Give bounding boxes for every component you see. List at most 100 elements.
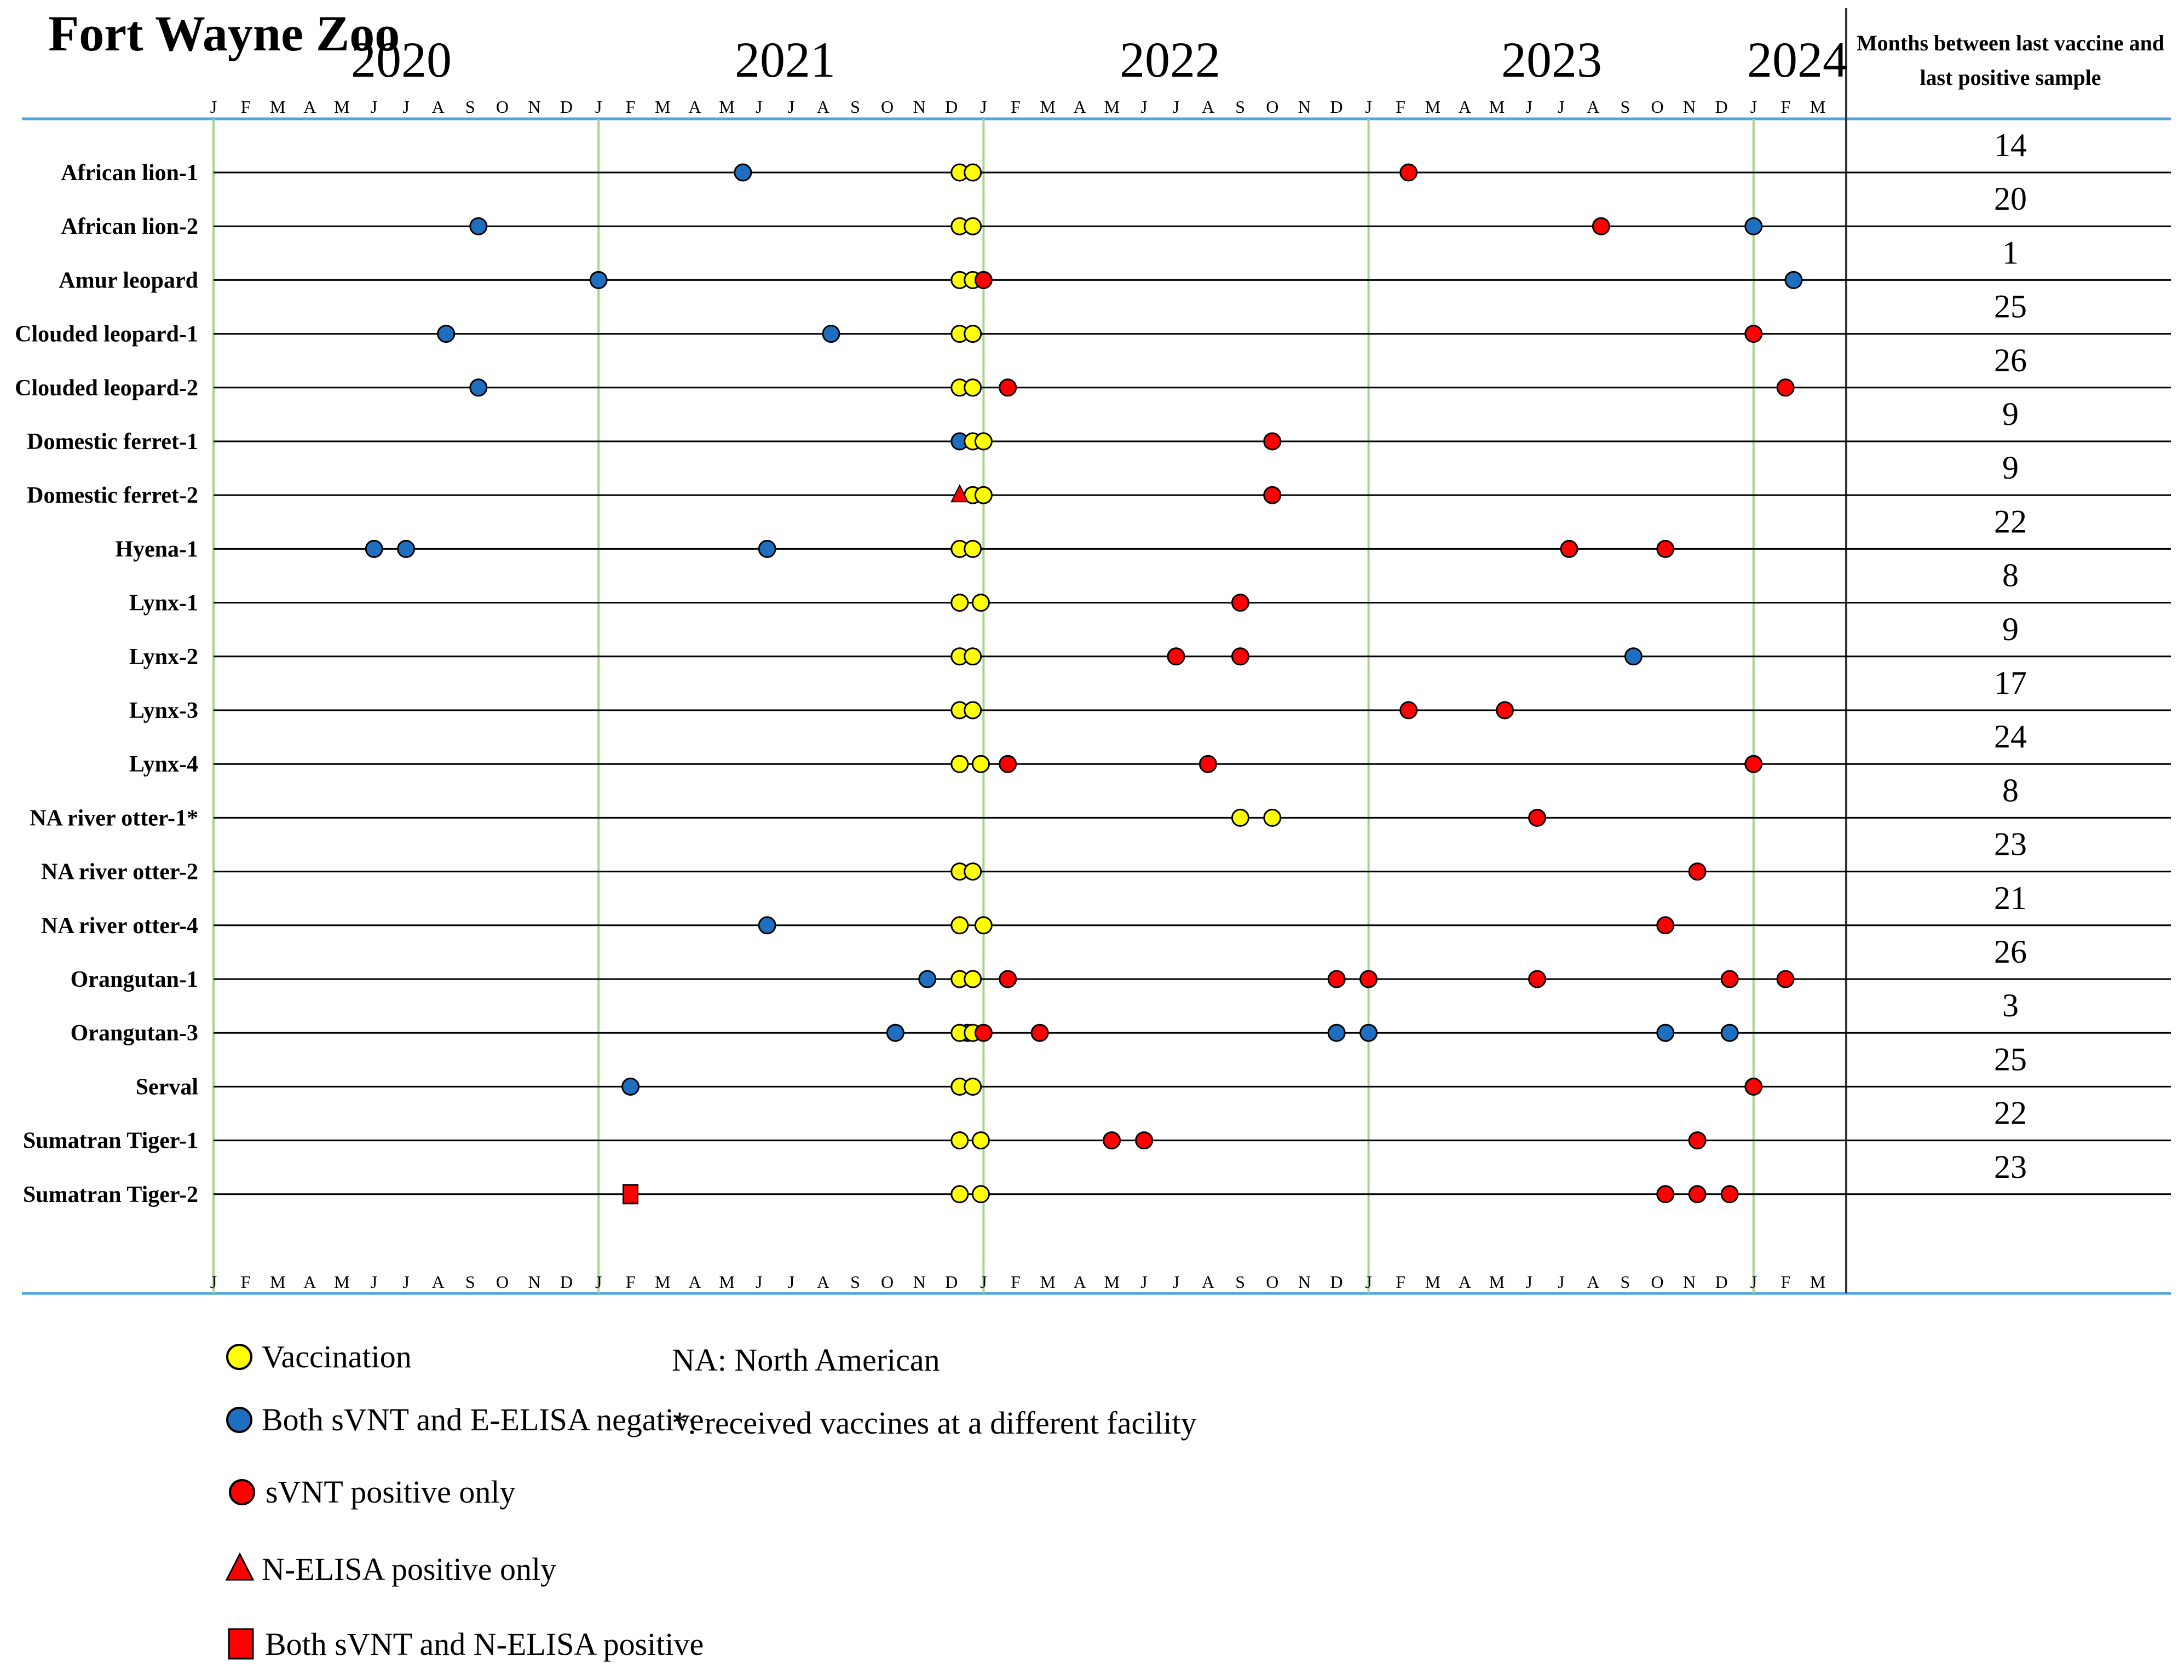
vaccination-marker	[950, 755, 969, 773]
svnt-positive-marker	[974, 1023, 993, 1042]
svnt-positive-marker	[1656, 539, 1675, 558]
year-label-2020: 2020	[351, 32, 452, 88]
negative-marker	[365, 539, 383, 558]
negative-marker	[822, 325, 840, 343]
vaccination-marker	[971, 1131, 990, 1150]
svnt-positive-marker	[1744, 755, 1763, 773]
month-tick-bottom-43: A	[1587, 1272, 1599, 1292]
month-tick-bottom-19: A	[817, 1272, 829, 1292]
month-tick-bottom-5: J	[371, 1272, 377, 1292]
animal-label: Orangutan-1	[71, 967, 198, 992]
year-label-2024: 2024	[1747, 32, 1848, 88]
month-tick-bottom-32: S	[1235, 1272, 1245, 1292]
vaccination-marker	[971, 1185, 990, 1204]
vaccination-marker	[974, 916, 993, 935]
month-tick-top-37: F	[1396, 97, 1405, 117]
svnt-positive-marker	[1656, 1185, 1675, 1204]
chart-header: Fort Wayne Zoo Months between last vacci…	[48, 5, 2164, 90]
animal-label: Sumatran Tiger-2	[23, 1182, 198, 1207]
vaccination-marker	[964, 701, 982, 720]
legend-n-elisa-positive-marker	[225, 1552, 255, 1581]
months-between-value: 20	[1994, 181, 2027, 217]
month-tick-bottom-48: J	[1750, 1272, 1757, 1292]
vaccination-marker	[950, 1131, 969, 1150]
svnt-positive-marker	[1688, 862, 1707, 881]
month-tick-bottom-41: J	[1525, 1272, 1532, 1292]
month-tick-top-31: A	[1202, 97, 1214, 117]
month-tick-bottom-47: D	[1715, 1272, 1728, 1292]
month-tick-top-33: O	[1266, 97, 1278, 117]
vaccination-marker	[974, 432, 993, 451]
month-tick-top-36: J	[1365, 97, 1372, 117]
svnt-positive-marker	[1656, 916, 1675, 935]
vaccination-marker	[964, 325, 982, 343]
year-label-2021: 2021	[735, 32, 835, 88]
vaccination-marker	[964, 217, 982, 235]
month-tick-top-20: S	[850, 97, 860, 117]
month-tick-top-35: D	[1330, 97, 1342, 117]
animal-label: Serval	[136, 1074, 198, 1100]
month-tick-bottom-36: J	[1365, 1272, 1372, 1292]
negative-marker	[918, 970, 937, 988]
month-tick-top-39: A	[1459, 97, 1471, 117]
month-tick-bottom-13: F	[626, 1272, 636, 1292]
month-tick-bottom-27: A	[1074, 1272, 1086, 1292]
month-tick-bottom-9: O	[496, 1272, 509, 1292]
legend-both-positive-label: Both sVNT and N-ELISA positive	[265, 1626, 704, 1662]
animal-label: Lynx-1	[129, 591, 198, 616]
animal-label: Hyena-1	[115, 537, 198, 562]
negative-marker	[1744, 217, 1763, 235]
month-tick-bottom-30: J	[1173, 1272, 1179, 1292]
month-tick-bottom-17: J	[756, 1272, 762, 1292]
vaccination-marker	[964, 163, 982, 182]
animal-label: Clouded leopard-2	[15, 376, 198, 401]
month-tick-bottom-28: M	[1104, 1272, 1120, 1292]
months-between-value: 17	[1994, 665, 2027, 701]
note-asterisk: *: received vaccines at a different faci…	[672, 1405, 1197, 1441]
month-tick-top-18: J	[788, 97, 794, 117]
months-between-value: 26	[1994, 342, 2027, 378]
negative-marker	[1327, 1023, 1346, 1042]
svnt-positive-marker	[1327, 970, 1346, 988]
month-tick-bottom-14: M	[655, 1272, 670, 1292]
vaccination-marker	[1263, 808, 1282, 827]
legend-n-elisa-positive-label: N-ELISA positive only	[262, 1551, 556, 1587]
svnt-positive-marker	[1263, 432, 1282, 451]
months-between-value: 24	[1994, 718, 2027, 755]
months-between-value: 23	[1994, 826, 2027, 862]
months-between-value: 21	[1994, 880, 2027, 916]
month-tick-top-14: M	[655, 97, 670, 117]
month-tick-top-8: S	[465, 97, 475, 117]
svnt-positive-marker	[1776, 378, 1795, 397]
month-tick-bottom-31: A	[1202, 1272, 1214, 1292]
month-tick-bottom-10: N	[528, 1272, 540, 1292]
months-between-value: 23	[1994, 1149, 2027, 1185]
month-tick-top-28: M	[1104, 97, 1120, 117]
negative-marker	[437, 325, 456, 343]
month-tick-top-41: J	[1525, 97, 1532, 117]
svnt-positive-marker	[1135, 1131, 1154, 1150]
months-between-value: 9	[2002, 396, 2019, 432]
vaccination-marker	[964, 862, 982, 881]
svnt-positive-marker	[1103, 1131, 1121, 1150]
legend-vaccination-marker	[226, 1344, 252, 1370]
year-label-2022: 2022	[1120, 32, 1220, 88]
animal-label: Orangutan-3	[71, 1021, 198, 1046]
month-tick-bottom-0: J	[210, 1272, 217, 1292]
month-tick-bottom-4: M	[334, 1272, 349, 1292]
month-tick-bottom-49: F	[1781, 1272, 1791, 1292]
month-tick-bottom-26: M	[1040, 1272, 1055, 1292]
svnt-positive-marker	[1030, 1023, 1049, 1042]
negative-marker	[469, 217, 488, 235]
month-tick-bottom-46: N	[1683, 1272, 1696, 1292]
svnt-positive-marker	[1528, 970, 1547, 988]
month-tick-top-26: M	[1040, 97, 1055, 117]
month-tick-bottom-8: S	[465, 1272, 475, 1292]
month-tick-top-13: F	[626, 97, 636, 117]
svnt-positive-marker	[1688, 1131, 1707, 1150]
months-between-value: 3	[2002, 987, 2019, 1023]
month-tick-top-34: N	[1298, 97, 1311, 117]
month-tick-top-7: A	[432, 97, 445, 117]
